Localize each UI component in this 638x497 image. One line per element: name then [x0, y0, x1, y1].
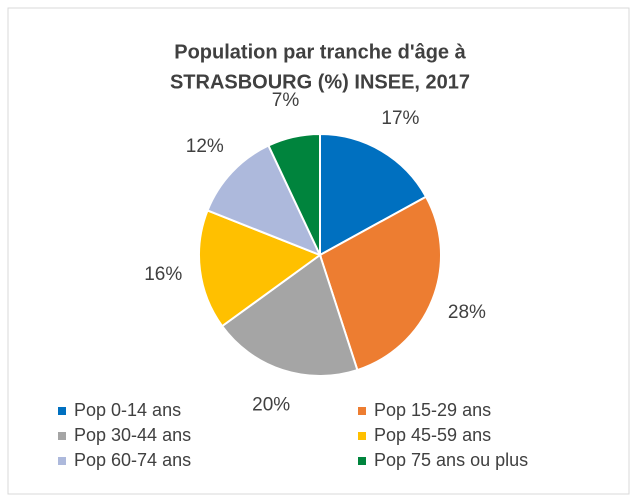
pie-slice: [267, 132, 321, 256]
legend-label: Pop 15-29 ans: [374, 400, 491, 420]
data-label: 28%: [448, 302, 486, 323]
chart-title: Population par tranche d'âge à: [174, 41, 466, 63]
pie-slice: [206, 144, 322, 257]
legend-label: Pop 30-44 ans: [74, 425, 191, 445]
legend-label: Pop 0-14 ans: [74, 400, 181, 420]
data-label: 16%: [144, 264, 182, 285]
data-label: 20%: [252, 394, 290, 415]
legend-swatch: [58, 407, 66, 415]
pie-slice: [198, 209, 323, 328]
data-label: 12%: [186, 136, 224, 157]
pie-slice: [220, 253, 359, 377]
legend-swatch: [358, 432, 366, 440]
legend-swatch: [58, 432, 66, 440]
data-label: 17%: [381, 108, 419, 129]
chart-title: STRASBOURG (%) INSEE, 2017: [170, 71, 470, 93]
legend-swatch: [58, 457, 66, 465]
legend-label: Pop 45-59 ans: [374, 425, 491, 445]
legend-label: Pop 60-74 ans: [74, 450, 191, 470]
data-label: 7%: [272, 90, 300, 111]
pie-slice: [318, 195, 442, 372]
legend-swatch: [358, 457, 366, 465]
pie-slice: [319, 132, 428, 257]
legend-swatch: [358, 407, 366, 415]
legend-label: Pop 75 ans ou plus: [374, 450, 528, 470]
